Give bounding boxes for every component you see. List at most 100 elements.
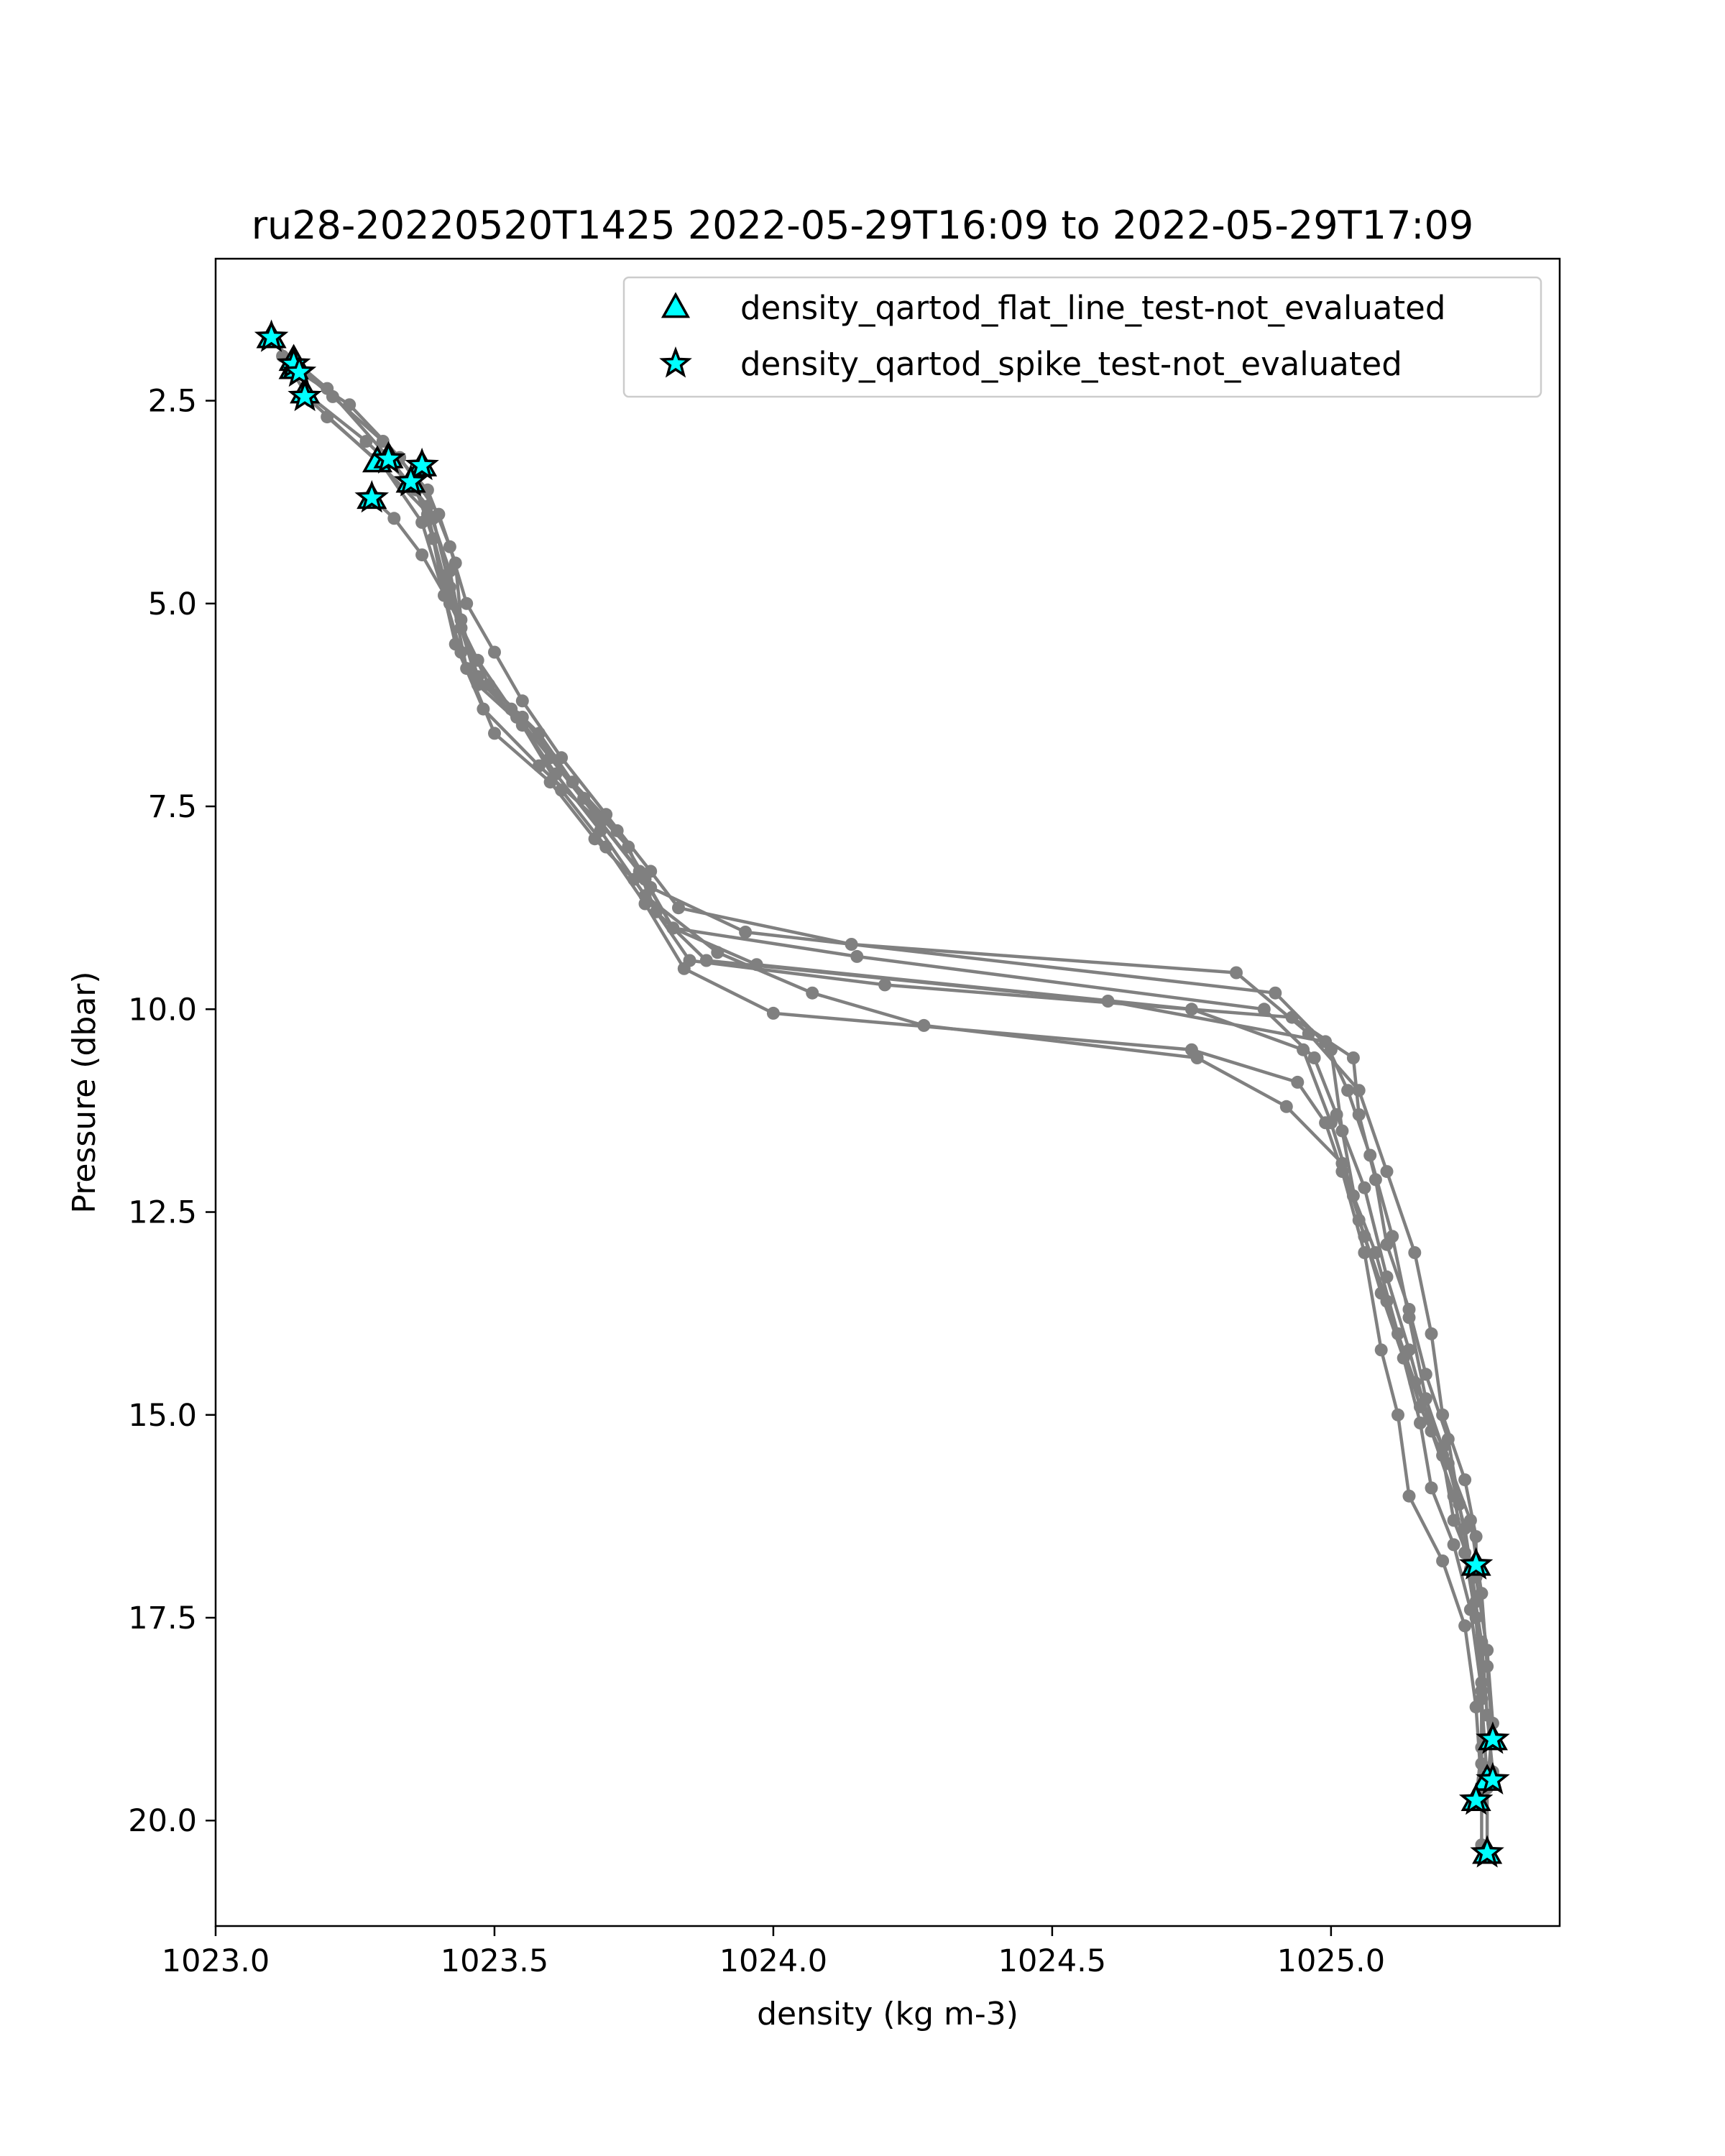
- series-3: [298, 386, 1494, 1787]
- x-axis-label: density (kg m-3): [757, 1996, 1018, 2032]
- y-axis: 2.5 5.0 7.5 10.0 12.5 15.0 17.5 20.0: [128, 384, 216, 1839]
- legend: density_qartod_flat_line_test-not_evalua…: [622, 276, 1542, 398]
- data-point: [766, 1006, 780, 1020]
- y-tick-label: 15.0: [128, 1398, 197, 1434]
- y-tick-label: 12.5: [128, 1195, 197, 1231]
- plot-frame: [214, 257, 1561, 1927]
- data-point: [1425, 1481, 1438, 1495]
- x-tick-label: 1023.0: [162, 1943, 270, 1979]
- y-tick-label: 5.0: [148, 586, 197, 622]
- data-point: [471, 653, 484, 667]
- y-tick-label: 20.0: [128, 1803, 197, 1839]
- y-tick-label: 7.5: [148, 789, 197, 825]
- data-point: [1481, 1708, 1494, 1722]
- data-point: [1441, 1432, 1455, 1446]
- series-line: [370, 497, 1495, 1853]
- series-line: [281, 355, 1484, 1800]
- data-point: [488, 645, 501, 659]
- data-point: [1319, 1116, 1333, 1130]
- data-point: [1358, 1230, 1371, 1243]
- data-point: [1419, 1368, 1432, 1381]
- data-point: [1190, 1051, 1204, 1064]
- spike-flag-marker: [1470, 1835, 1504, 1868]
- data-point: [1458, 1473, 1472, 1487]
- data-point: [1297, 1043, 1310, 1056]
- data-point: [1358, 1181, 1371, 1194]
- data-point: [683, 954, 696, 967]
- data-point: [1453, 1497, 1466, 1511]
- data-point: [1463, 1603, 1477, 1616]
- series-6: [404, 475, 1489, 1852]
- series-4: [287, 354, 1489, 1807]
- data-point: [588, 832, 602, 846]
- data-point: [543, 775, 557, 789]
- data-point: [1397, 1351, 1410, 1365]
- data-point: [387, 512, 401, 525]
- series-line: [270, 336, 1478, 1565]
- x-tick-label: 1024.0: [719, 1943, 827, 1979]
- data-point: [1291, 1075, 1305, 1089]
- data-point: [415, 515, 429, 529]
- data-point: [510, 710, 523, 724]
- data-point: [1447, 1538, 1460, 1552]
- spike-flag-marker: [282, 354, 317, 387]
- x-tick-label: 1023.5: [441, 1943, 548, 1979]
- data-point: [415, 548, 429, 562]
- spike-flag-marker: [371, 441, 406, 474]
- data-point: [878, 978, 892, 992]
- data-point: [1447, 1514, 1460, 1527]
- data-point: [1346, 1051, 1360, 1064]
- flag-layer: [254, 319, 1510, 1868]
- data-point: [739, 926, 753, 939]
- data-point: [1285, 1010, 1299, 1024]
- data-point: [711, 946, 724, 959]
- data-point: [1475, 1757, 1489, 1771]
- spike-flag-marker: [405, 447, 439, 481]
- data-point: [1279, 1100, 1293, 1113]
- spike-flag-marker: [1476, 1761, 1510, 1795]
- spike-flag-marker: [254, 319, 289, 352]
- spike-flag-marker: [354, 480, 390, 513]
- data-point: [622, 840, 635, 854]
- data-point: [1436, 1449, 1450, 1462]
- spike-flag-marker: [1476, 1721, 1510, 1754]
- legend-triangle-icon: [661, 292, 691, 318]
- data-point: [1414, 1416, 1427, 1429]
- spike-flag-marker: [393, 464, 428, 497]
- data-point: [1425, 1327, 1438, 1340]
- legend-label: density_qartod_spike_test-not_evaluated: [740, 345, 1402, 383]
- series-5: [365, 492, 1499, 1860]
- series-8: [321, 410, 1499, 1779]
- data-point: [627, 872, 640, 886]
- data-point: [1335, 1156, 1349, 1170]
- data-point: [454, 645, 468, 659]
- data-point: [1352, 1084, 1366, 1097]
- data-point: [1436, 1554, 1450, 1567]
- x-axis: 1023.0 1023.5 1024.0 1024.5 1025.0: [162, 1926, 1385, 1979]
- data-point: [460, 596, 474, 610]
- chart-title: ru28-20220520T1425 2022-05-29T16:09 to 2…: [252, 203, 1473, 248]
- legend-star-icon: [659, 346, 692, 378]
- x-tick-label: 1025.0: [1277, 1943, 1385, 1979]
- spike-flag-marker: [1458, 1547, 1494, 1580]
- series-line: [409, 481, 1484, 1846]
- data-point: [1352, 1108, 1366, 1121]
- spike-flag-marker: [288, 378, 322, 412]
- y-tick-label: 17.5: [128, 1600, 197, 1636]
- data-point: [1269, 986, 1282, 1000]
- series-layer: [264, 331, 1499, 1860]
- data-point: [1380, 1165, 1394, 1179]
- data-point: [1374, 1286, 1388, 1300]
- data-point: [1307, 1051, 1321, 1064]
- data-point: [1475, 1635, 1489, 1649]
- data-point: [1458, 1619, 1472, 1633]
- series-line: [303, 391, 1489, 1780]
- y-axis-label: Pressure (dbar): [66, 971, 103, 1213]
- data-point: [806, 986, 819, 1000]
- data-point: [1374, 1343, 1388, 1357]
- data-point: [1341, 1084, 1355, 1097]
- legend-label: density_qartod_flat_line_test-not_evalua…: [740, 289, 1445, 327]
- x-tick-label: 1024.5: [998, 1943, 1106, 1979]
- data-point: [1257, 1003, 1271, 1016]
